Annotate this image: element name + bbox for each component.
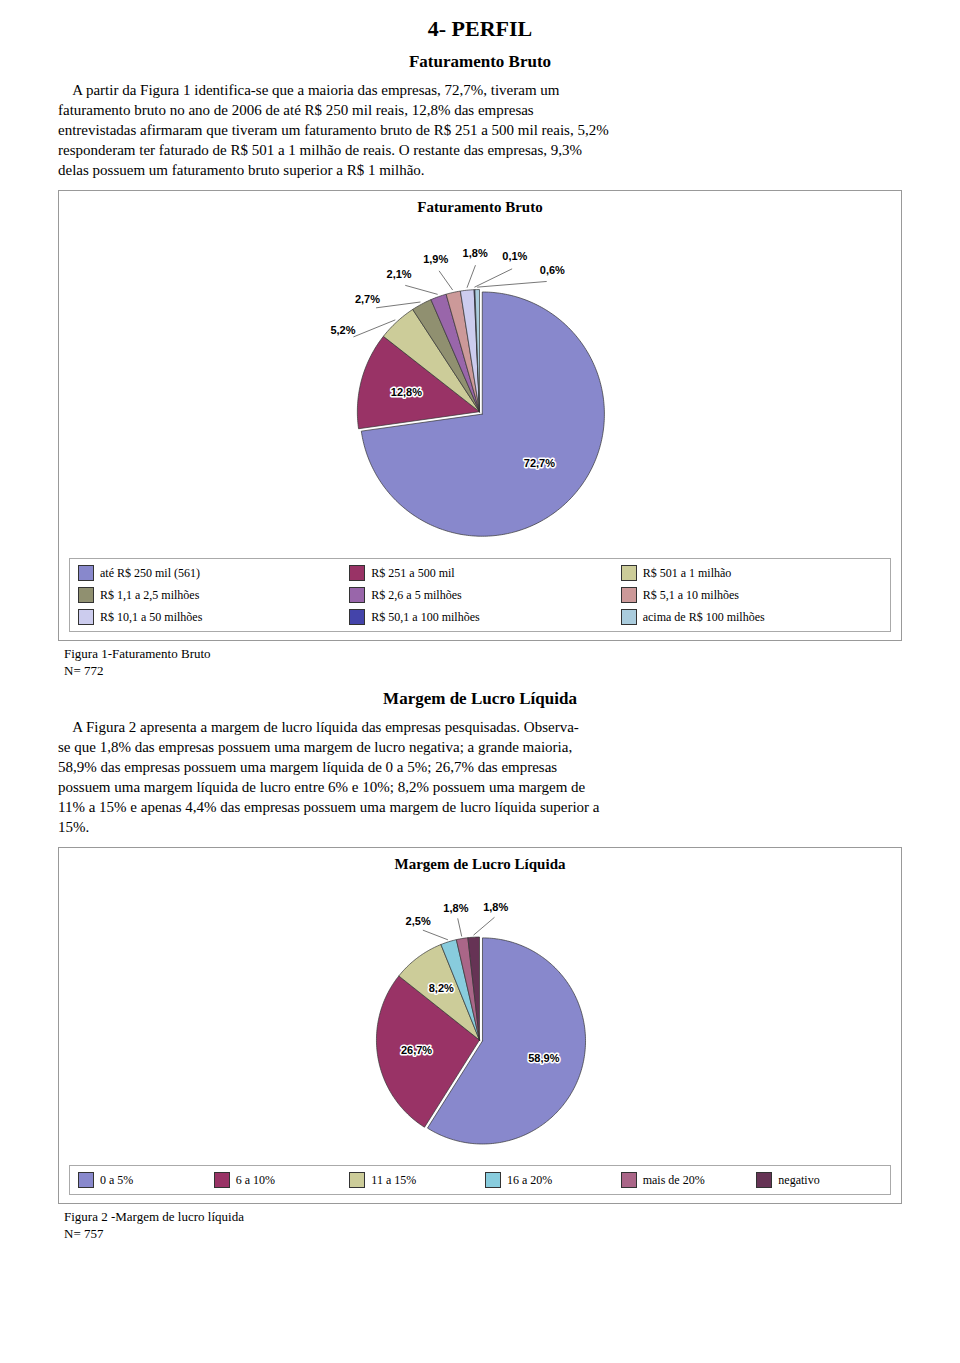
svg-text:1,9%: 1,9% [423, 253, 448, 265]
html-text:até R$ 250 mil (561): até R$ 250 mil (561) [100, 565, 200, 580]
html-text:Figura 2 -Margem de lucro líqu: Figura 2 -Margem de lucro líquida [64, 1209, 244, 1224]
html-text:A Figura 2 apresenta a margem: A Figura 2 apresenta a margem de lucro l… [58, 719, 579, 735]
html-text:6 a 10%: 6 a 10% [235, 1172, 275, 1187]
html-text:mais de 20%: mais de 20% [642, 1172, 705, 1187]
html-text:N= 772: N= 772 [64, 663, 104, 678]
html-text:acima de R$ 100 milhões: acima de R$ 100 milhões [642, 609, 765, 624]
html-text:faturamento bruto no ano de 20: faturamento bruto no ano de 2006 de até … [58, 102, 534, 118]
html-text:entrevistadas afirmaram que ti: entrevistadas afirmaram que tiveram um f… [58, 122, 609, 138]
html-text:A partir da Figura 1 identific: A partir da Figura 1 identifica-se que a… [58, 82, 560, 98]
html-text:R$ 2,6 a 5 milhões: R$ 2,6 a 5 milhões [371, 587, 462, 602]
html-text:0 a 5%: 0 a 5% [100, 1172, 134, 1187]
html-text:58,9% das empresas possuem uma: 58,9% das empresas possuem uma margem lí… [58, 759, 558, 775]
svg-text:2,7%: 2,7% [355, 293, 380, 305]
svg-text:58,9%: 58,9% [528, 1052, 559, 1064]
html-text:R$ 5,1 a 10 milhões: R$ 5,1 a 10 milhões [642, 587, 739, 602]
html-text:possuem uma margem líquida de: possuem uma margem líquida de lucro entr… [58, 779, 586, 795]
html-text:Faturamento Bruto: Faturamento Bruto [408, 52, 552, 71]
html-text:R$ 251 a 500 mil: R$ 251 a 500 mil [371, 565, 455, 580]
svg-text:12,8%: 12,8% [391, 386, 422, 398]
html-text:Figura 1-Faturamento Bruto: Figura 1-Faturamento Bruto [64, 646, 211, 661]
html-text:16 a 20%: 16 a 20% [507, 1172, 553, 1187]
html-text:R$ 1,1 a 2,5 milhões: R$ 1,1 a 2,5 milhões [100, 587, 200, 602]
html-text:Faturamento Bruto: Faturamento Bruto [417, 199, 543, 215]
html-text:11 a 15%: 11 a 15% [371, 1172, 417, 1187]
html-text:4- PERFIL: 4- PERFIL [427, 16, 533, 41]
svg-text:72,7%: 72,7% [524, 457, 555, 469]
html-text:responderam ter faturado de R$: responderam ter faturado de R$ 501 a 1 m… [58, 142, 582, 158]
svg-text:1,8%: 1,8% [463, 247, 488, 259]
html-text:Margem de Lucro Líquida: Margem de Lucro Líquida [383, 689, 577, 708]
svg-text:2,5%: 2,5% [406, 915, 431, 927]
html-text:R$ 10,1 a 50 milhões: R$ 10,1 a 50 milhões [100, 609, 203, 624]
html-text:11% a 15% e apenas 4,4% das em: 11% a 15% e apenas 4,4% das empresas pos… [58, 799, 600, 815]
svg-text:26,7%: 26,7% [401, 1044, 432, 1056]
svg-text:0,6%: 0,6% [540, 264, 565, 276]
svg-text:1,8%: 1,8% [483, 901, 508, 913]
svg-text:2,1%: 2,1% [387, 268, 412, 280]
html-text:N= 757: N= 757 [64, 1226, 104, 1241]
html-text:Margem de Lucro Líquida: Margem de Lucro Líquida [394, 856, 566, 872]
svg-text:8,2%: 8,2% [429, 982, 454, 994]
html-text:R$ 501 a 1 milhão: R$ 501 a 1 milhão [642, 565, 732, 580]
html-text:se que 1,8% das empresas possu: se que 1,8% das empresas possuem uma mar… [58, 739, 573, 755]
html-text:R$ 50,1 a 100 milhões: R$ 50,1 a 100 milhões [371, 609, 480, 624]
svg-text:1,8%: 1,8% [443, 902, 468, 914]
html-text:delas possuem um faturamento b: delas possuem um faturamento bruto super… [58, 162, 425, 178]
svg-text:0,1%: 0,1% [502, 250, 527, 262]
html-text:negativo: negativo [778, 1172, 820, 1187]
html-text:15%.: 15%. [58, 819, 90, 835]
svg-text:5,2%: 5,2% [330, 324, 355, 336]
